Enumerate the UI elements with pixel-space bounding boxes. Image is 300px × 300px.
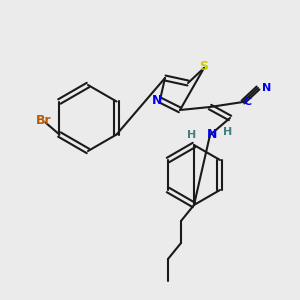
Text: Br: Br [36,114,51,127]
Text: H: H [224,127,232,137]
Text: N: N [262,83,271,93]
Text: C: C [244,97,252,107]
Text: N: N [152,94,162,106]
Text: N: N [207,128,217,142]
Text: H: H [188,130,196,140]
Text: S: S [200,59,208,73]
